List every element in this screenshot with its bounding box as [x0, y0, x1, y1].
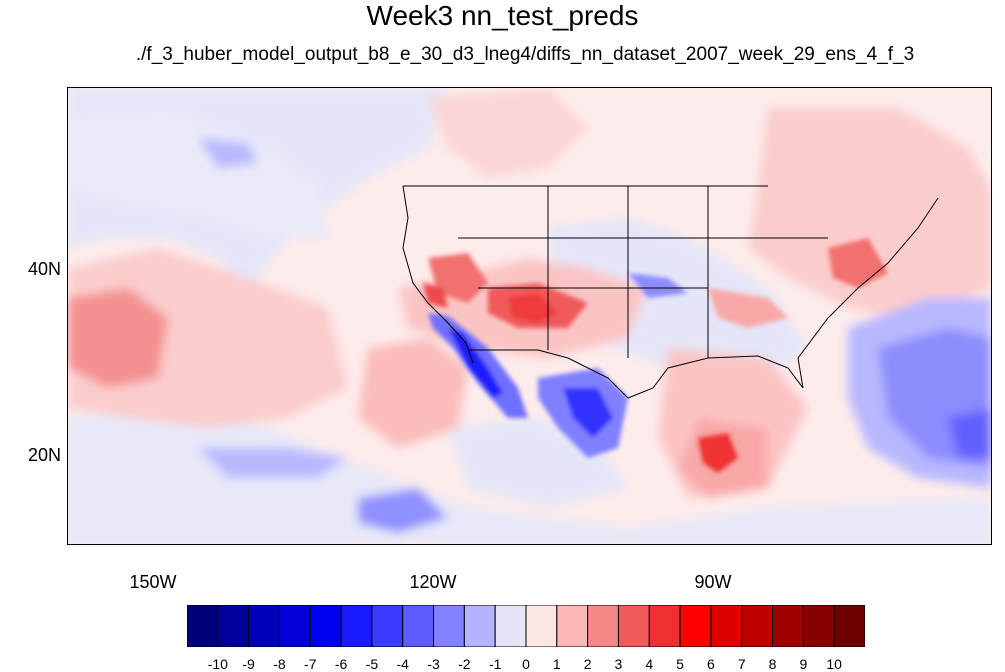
colorbar-label: -9 — [242, 656, 255, 672]
colorbar-label: 3 — [614, 656, 623, 672]
colorbar-label: 2 — [583, 656, 592, 672]
colorbar-label: 1 — [552, 656, 561, 672]
colorbar-label: -2 — [458, 656, 471, 672]
colorbar-label: -8 — [273, 656, 286, 672]
lon-label-90w: 90W — [694, 572, 732, 592]
colorbar-label: -10 — [207, 656, 228, 672]
colorbar-box — [309, 605, 342, 647]
colorbar-box — [802, 605, 835, 647]
colorbar-box — [463, 605, 496, 647]
colorbar-label: -4 — [396, 656, 409, 672]
lon-label-150w: 150W — [129, 572, 177, 592]
colorbar-label: 9 — [799, 656, 808, 672]
map-title: Week3 nn_test_preds — [366, 0, 639, 31]
colorbar-label: -3 — [427, 656, 440, 672]
colorbar-box — [679, 605, 712, 647]
colorbar-box — [248, 605, 280, 647]
lat-label-40n: 40N — [28, 259, 62, 279]
colorbar-box — [525, 605, 558, 647]
colorbar-box — [402, 605, 435, 647]
colorbar-label: -1 — [488, 656, 502, 672]
lat-label-20n: 20N — [28, 445, 62, 465]
colorbar-label: -5 — [365, 656, 379, 672]
colorbar-label: -6 — [334, 656, 348, 672]
anomaly-field — [68, 88, 991, 544]
colorbar — [187, 605, 865, 647]
colorbar-box — [217, 605, 250, 647]
colorbar-box — [648, 605, 681, 647]
colorbar-box — [741, 605, 774, 647]
colorbar-label: 4 — [645, 656, 654, 672]
colorbar-label: 7 — [737, 656, 746, 672]
colorbar-label: -7 — [304, 656, 317, 672]
colorbar-box — [617, 605, 650, 647]
colorbar-box — [278, 605, 311, 647]
colorbar-box — [433, 605, 465, 647]
colorbar-box — [587, 605, 619, 647]
colorbar-box — [494, 605, 527, 647]
colorbar-box — [556, 605, 589, 647]
colorbar-box — [710, 605, 743, 647]
coastline-lines — [402, 185, 939, 399]
colorbar-label: 8 — [768, 656, 777, 672]
lon-label-120w: 120W — [409, 572, 457, 592]
colorbar-box — [833, 605, 865, 647]
map-subtitle: ./f_3_huber_model_output_b8_e_30_d3_lneg… — [135, 44, 915, 65]
colorbar-box — [187, 605, 219, 647]
colorbar-box — [340, 605, 373, 647]
map-plot — [67, 87, 992, 545]
colorbar-label: 10 — [826, 656, 842, 672]
colorbar-label: 0 — [522, 656, 530, 672]
colorbar-box — [772, 605, 804, 647]
colorbar-box — [371, 605, 404, 647]
colorbar-label: 5 — [676, 656, 684, 672]
colorbar-label: 6 — [707, 656, 715, 672]
